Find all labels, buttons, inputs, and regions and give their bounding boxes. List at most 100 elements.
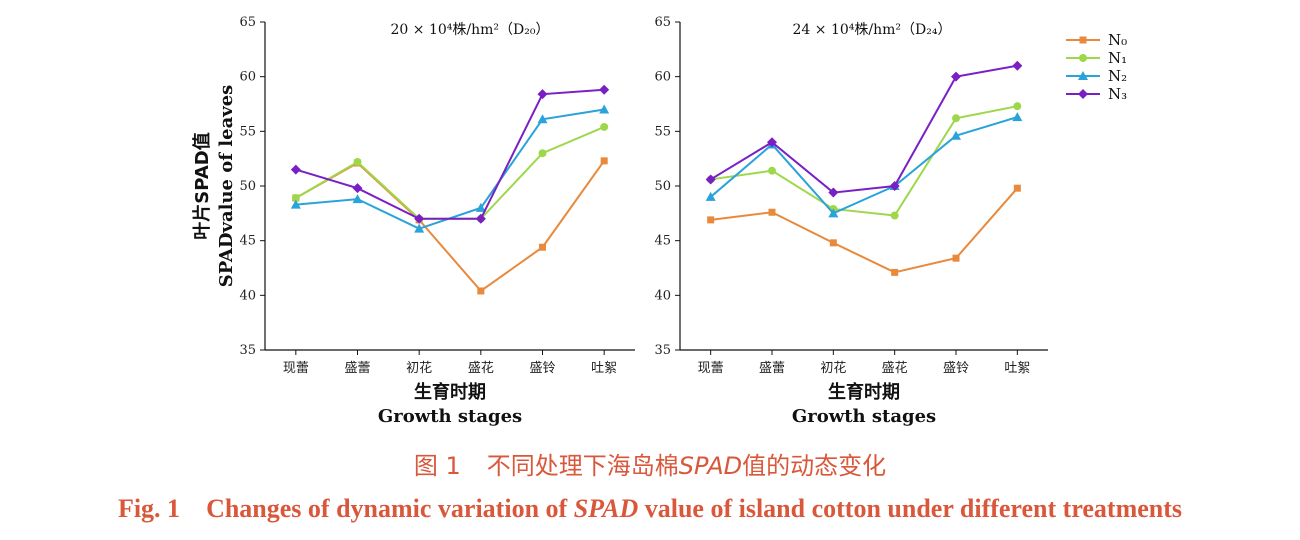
x-tick-label: 盛蕾 <box>759 361 785 376</box>
data-point <box>290 199 301 209</box>
y-tick-label: 50 <box>239 179 256 194</box>
x-tick-label: 盛铃 <box>529 361 555 376</box>
legend-swatch-marker <box>1078 71 1088 80</box>
data-point <box>707 216 715 224</box>
data-point <box>1012 112 1023 122</box>
x-axis-title-cn: 生育时期 <box>828 381 900 403</box>
y-tick-label: 60 <box>239 70 256 85</box>
data-point <box>768 208 776 216</box>
y-axis-title-en: SPADvalue of leaves <box>216 85 237 288</box>
y-tick-label: 40 <box>239 288 256 303</box>
data-point <box>539 243 546 251</box>
data-point <box>600 122 609 131</box>
y-tick-label: 50 <box>654 179 671 194</box>
data-point <box>599 84 610 95</box>
data-point <box>475 213 486 224</box>
data-point <box>891 268 899 276</box>
legend-swatch-marker <box>1079 54 1087 62</box>
data-point <box>290 164 301 175</box>
legend-label: N₀ <box>1108 31 1127 49</box>
series-line <box>295 88 605 220</box>
series-3 <box>290 84 610 224</box>
series-line <box>710 116 1018 215</box>
x-tick-label: 盛花 <box>882 360 908 376</box>
series-line <box>710 187 1019 274</box>
x-tick-label: 初花 <box>820 360 846 376</box>
data-point <box>828 208 839 218</box>
data-point <box>951 71 961 82</box>
data-point <box>1013 184 1021 192</box>
caption-en: Fig. 1 Changes of dynamic variation of SP… <box>0 494 1300 524</box>
caption-en-text-before: Changes of dynamic variation of <box>206 494 568 523</box>
data-point <box>414 213 425 224</box>
series-3 <box>705 60 1023 198</box>
data-point <box>599 104 610 114</box>
legend-label: N₁ <box>1108 49 1127 67</box>
x-tick-label: 吐絮 <box>591 360 617 376</box>
x-tick-label: 盛花 <box>468 360 494 376</box>
y-tick-label: 35 <box>239 343 256 358</box>
series-line <box>710 105 1018 217</box>
data-point <box>952 114 960 123</box>
chart-title: 20 × 10⁴株/hm²（D₂₀） <box>391 22 550 38</box>
data-point <box>353 157 362 166</box>
x-axis-title-en: Growth stages <box>792 406 936 427</box>
caption-cn-text-after: 值的动态变化 <box>742 452 887 480</box>
legend-label: N₂ <box>1108 67 1127 85</box>
x-axis-title-cn: 生育时期 <box>414 381 486 403</box>
series-line <box>295 160 605 293</box>
legend-swatch-marker <box>1078 89 1088 99</box>
data-point <box>537 114 548 124</box>
series-2 <box>290 104 610 233</box>
y-tick-label: 35 <box>654 343 671 358</box>
data-point <box>767 137 777 148</box>
data-point <box>952 254 960 262</box>
y-axis-title-cn: 叶片SPAD值 <box>191 132 213 239</box>
data-point <box>352 194 363 204</box>
y-tick-label: 55 <box>239 124 256 139</box>
caption-en-text-after: value of island cotton under different t… <box>644 494 1183 523</box>
x-tick-label: 盛铃 <box>943 361 969 376</box>
chart-panel-2: 35 40 45 50 55 60 65 现蕾 盛蕾 初花 盛花 盛铃 吐絮 24 × 10⁴株/hm²（… <box>654 15 1048 427</box>
caption-en-italic: SPAD <box>573 494 639 523</box>
series-0 <box>707 184 1021 276</box>
x-tick-label: 吐絮 <box>1004 360 1030 376</box>
series-line <box>710 64 1018 194</box>
y-tick-label: 65 <box>239 15 256 30</box>
data-point <box>477 287 485 295</box>
data-point <box>352 183 363 194</box>
caption-cn-text-before: 不同处理下海岛棉 <box>486 452 679 480</box>
caption-en-label: Fig. 1 <box>117 494 181 523</box>
x-axis-title-en: Growth stages <box>378 406 522 427</box>
legend-swatch-marker <box>1079 36 1087 44</box>
data-point <box>1012 60 1023 71</box>
data-point <box>537 89 548 100</box>
chart-title: 24 × 10⁴株/hm²（D₂₄） <box>793 22 952 38</box>
data-point <box>414 223 425 233</box>
chart-panel-1: 35 40 45 50 55 60 65 现蕾 盛蕾 初花 盛花 盛铃 吐絮 20 × 10⁴株/hm²（… <box>191 15 635 427</box>
data-point <box>600 157 608 165</box>
legend-label: N₃ <box>1108 85 1127 103</box>
data-point <box>829 239 837 247</box>
y-tick-label: 60 <box>654 70 671 85</box>
y-tick-label: 45 <box>239 234 256 249</box>
y-tick-label: 55 <box>654 124 671 139</box>
caption-cn: 图 1 不同处理下海岛棉SPAD值的动态变化 <box>0 446 1300 481</box>
series-1 <box>291 122 609 223</box>
x-tick-label: 现蕾 <box>283 361 309 376</box>
x-tick-label: 现蕾 <box>698 361 724 376</box>
data-point <box>889 181 900 191</box>
caption-cn-italic: SPAD <box>678 452 743 480</box>
series-0 <box>292 157 608 295</box>
series-2 <box>705 112 1023 218</box>
data-point <box>705 191 716 201</box>
data-point <box>828 187 839 198</box>
data-point <box>1013 102 1022 111</box>
series-line <box>295 108 605 230</box>
y-tick-label: 65 <box>654 15 671 30</box>
caption-cn-label: 图 1 <box>413 452 461 480</box>
data-point <box>890 211 899 220</box>
y-tick-label: 45 <box>654 234 671 249</box>
data-point <box>538 149 547 158</box>
